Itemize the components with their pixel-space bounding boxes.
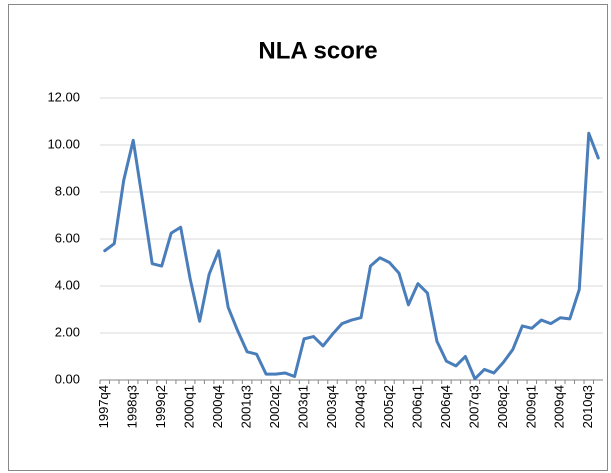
- x-tick-label: 2009q4: [552, 385, 567, 428]
- x-tick-label: 2003q4: [324, 385, 339, 428]
- data-line: [103, 131, 600, 381]
- x-tick-label: 2008q2: [495, 385, 510, 428]
- x-tick-label: 2006q1: [409, 385, 424, 428]
- y-tick-label: 10.00: [47, 136, 80, 151]
- x-tick-label: 1998q3: [125, 385, 140, 428]
- y-tick-label: 12.00: [47, 89, 80, 104]
- x-tick-label: 1999q2: [153, 385, 168, 428]
- chart-title: NLA score: [258, 37, 377, 64]
- x-tick-label: 2009q1: [523, 385, 538, 428]
- x-tick-label: 2001q3: [239, 385, 254, 428]
- y-tick-label: 0.00: [55, 371, 80, 386]
- x-tick-label: 2004q3: [352, 385, 367, 428]
- x-tick-label: 2000q1: [182, 385, 197, 428]
- x-tick-label: 2005q2: [381, 385, 396, 428]
- x-tick-label: 2007q3: [466, 385, 481, 428]
- x-tick-label: 2010q3: [580, 385, 595, 428]
- x-tick-label: 1997q4: [96, 385, 111, 428]
- y-tick-label: 8.00: [55, 183, 80, 198]
- y-tick-label: 6.00: [55, 230, 80, 245]
- chart-border: [8, 4, 608, 471]
- y-tick-label: 4.00: [55, 277, 80, 292]
- x-tick-label: 2000q4: [210, 385, 225, 428]
- x-tick-label: 2002q2: [267, 385, 282, 428]
- x-tick-label: 2006q4: [438, 385, 453, 428]
- x-tick-label: 2003q1: [295, 385, 310, 428]
- y-tick-label: 2.00: [55, 324, 80, 339]
